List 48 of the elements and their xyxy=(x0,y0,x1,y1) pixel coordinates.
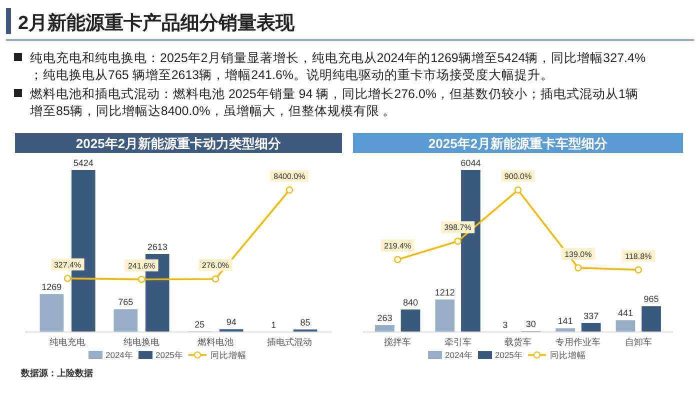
data-label: 1 xyxy=(271,320,276,330)
data-label: 2613 xyxy=(147,242,168,252)
data-label: 398.7% xyxy=(444,223,472,232)
data-label: 263 xyxy=(377,312,392,323)
data-label: 5424 xyxy=(73,158,94,168)
text: 燃料电池和插电式混动：燃料电池 2025年销量 94 辆，同比增长276.0%，但基数仍较小；插电式混动从1辆增至85辆，同比增幅达8400.0%，虽增幅大，但整体规模有限 。 xyxy=(29,87,638,118)
x-tick-label: 专用作业车 xyxy=(556,337,601,347)
x-tick-label: 纯电换电 xyxy=(124,337,160,347)
data-label: 241.6% xyxy=(128,261,156,270)
data-label: 3 xyxy=(502,320,508,330)
data-label: 25 xyxy=(194,319,205,330)
data-label: 441 xyxy=(618,308,634,318)
data-label: 8400.0% xyxy=(274,172,306,181)
legend-label: 2024年 xyxy=(106,350,134,360)
data-label: 337 xyxy=(584,310,599,321)
legend-label: 同比增幅 xyxy=(550,350,586,360)
data-label: 85 xyxy=(300,317,310,328)
data-label: 219.4% xyxy=(384,242,412,251)
chart-title: 2025年2月新能源重卡车型细分 xyxy=(428,136,609,151)
x-tick-label: 插电式混动 xyxy=(266,337,312,347)
data-label: 6044 xyxy=(460,158,481,168)
legend-label: 2025年 xyxy=(156,350,184,360)
data-label: 30 xyxy=(526,319,536,330)
legend-label: 2024年 xyxy=(445,350,473,360)
data-label: 965 xyxy=(644,294,659,304)
data-label: 141 xyxy=(558,316,573,326)
x-tick-label: 自卸车 xyxy=(624,337,652,347)
data-label: 118.8% xyxy=(625,252,652,261)
x-tick-label: 纯电充电 xyxy=(50,337,86,347)
text: 2月新能源重卡产品细分销量表现 xyxy=(18,12,296,34)
legend-label: 2025年 xyxy=(495,350,523,360)
x-tick-label: 牵引车 xyxy=(444,337,472,347)
data-label: 327.4% xyxy=(54,260,82,270)
data-label: 94 xyxy=(226,317,236,328)
x-tick-label: 燃料电池 xyxy=(197,337,234,347)
data-label: 276.0% xyxy=(202,260,230,270)
data-label: 840 xyxy=(402,297,418,308)
legend-label: 同比增幅 xyxy=(210,350,246,360)
chart-title: 2025年2月新能源重卡动力类型细分 xyxy=(76,136,282,151)
data-label: 1269 xyxy=(42,282,62,292)
x-tick-label: 载货车 xyxy=(504,337,532,347)
text: 纯电充电和纯电换电：2025年2月销量显著增长，纯电充电从2024年的1269辆增至5424辆，同比增幅327.4%；纯电换电从765 辆增至2613辆，增幅241.6%。说明纯电驱动的重卡市场接受度大幅提升。 xyxy=(30,51,646,82)
data-label: 1212 xyxy=(434,288,455,298)
text: 数据源：上险数据 xyxy=(20,368,93,378)
x-tick-label: 搅拌车 xyxy=(384,337,412,347)
data-label: 900.0% xyxy=(504,172,532,181)
data-label: 765 xyxy=(118,297,134,308)
data-label: 139.0% xyxy=(564,250,592,259)
